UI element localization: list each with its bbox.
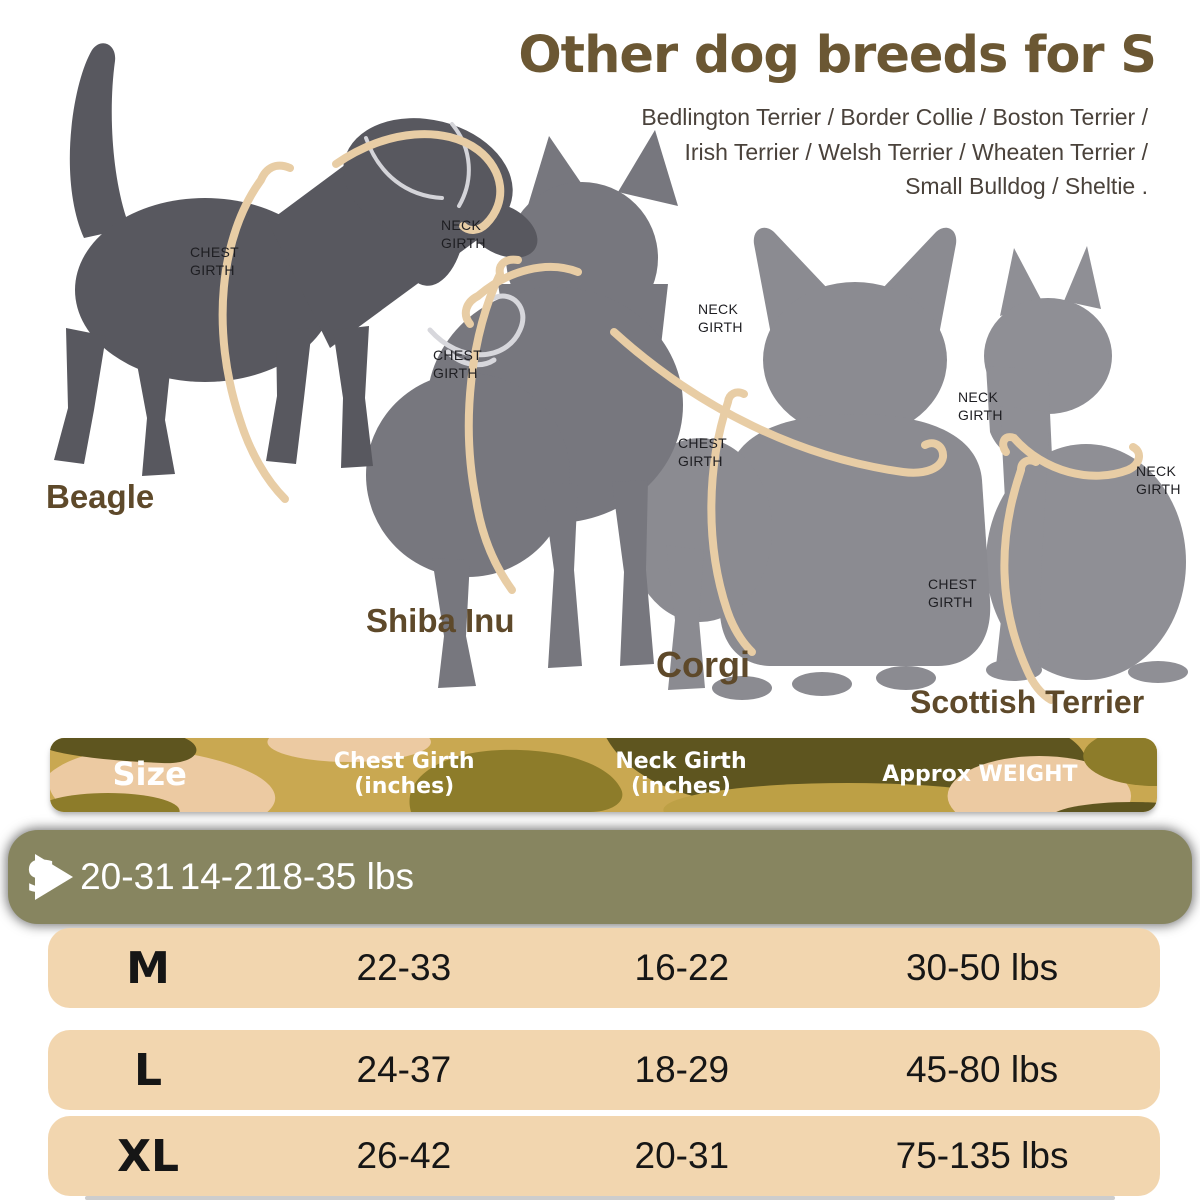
corgi-chest-girth-label: CHEST GIRTH xyxy=(678,435,727,470)
table-header: Size Chest Girth (inches) Neck Girth (in… xyxy=(50,738,1157,812)
measuring-tape-lines xyxy=(218,130,1143,704)
cell-chest: 22-33 xyxy=(356,947,452,988)
shiba-neck-tape xyxy=(461,262,582,328)
camouflage-background xyxy=(50,738,1157,812)
breed-note-line: Irish Terrier / Welsh Terrier / Wheaten … xyxy=(684,138,1148,165)
table-row-size-xl: XL 26-42 20-31 75-135 lbs xyxy=(48,1116,1160,1196)
cropped-next-row-edge xyxy=(85,1196,1115,1200)
breed-note-line: Bedlington Terrier / Border Collie / Bos… xyxy=(641,104,1148,130)
column-header-size: Size xyxy=(112,755,187,794)
column-header-neck: Neck Girth (inches) xyxy=(615,749,747,799)
dog-silhouettes-illustration xyxy=(54,43,1188,704)
column-header-weight: Approx WEIGHT xyxy=(882,761,1078,787)
beagle-chest-tape xyxy=(218,161,294,503)
corgi-silhouette xyxy=(628,227,991,700)
beagle-neck-girth-label: NECK GIRTH xyxy=(441,217,486,252)
corgi-neck-girth-label: NECK GIRTH xyxy=(958,389,1003,424)
cell-size: S xyxy=(25,851,58,903)
breed-note: Bedlington Terrier / Border Collie / Bos… xyxy=(641,100,1148,204)
cell-size: M xyxy=(126,942,170,994)
table-header-row: Size Chest Girth (inches) Neck Girth (in… xyxy=(50,738,1157,812)
cell-weight: 18-35 lbs xyxy=(261,856,414,897)
cell-neck: 18-29 xyxy=(634,1049,730,1090)
page-title: Other dog breeds for S xyxy=(518,26,1157,85)
table-row-size-s: S 20-31 14-21 18-35 lbs xyxy=(8,830,1192,924)
corgi-chest-tape xyxy=(707,388,756,656)
cell-neck: 16-22 xyxy=(634,947,730,988)
cell-neck: 14-21 xyxy=(179,856,275,897)
cell-size: L xyxy=(134,1044,163,1096)
cell-weight: 75-135 lbs xyxy=(895,1135,1069,1176)
selected-size-marker-icon xyxy=(35,854,73,900)
shiba-chest-girth-label: CHEST GIRTH xyxy=(433,347,482,382)
column-header-chest: Chest Girth (inches) xyxy=(333,749,475,799)
breed-note-line: Small Bulldog / Sheltie . xyxy=(905,173,1148,199)
cell-weight: 45-80 lbs xyxy=(905,1049,1059,1090)
beagle-chest-girth-label: CHEST GIRTH xyxy=(190,244,239,279)
table-row-size-m: M 22-33 16-22 30-50 lbs xyxy=(48,928,1160,1008)
corgi-neck-tape xyxy=(610,328,948,477)
scottie-neck-girth-label: NECK GIRTH xyxy=(1136,463,1181,498)
cell-size: XL xyxy=(117,1130,180,1182)
dog-name-scottish-terrier: Scottish Terrier xyxy=(910,684,1145,720)
beagle-neck-tape xyxy=(332,130,505,234)
cell-weight: 30-50 lbs xyxy=(905,947,1059,988)
cell-chest: 26-42 xyxy=(356,1135,452,1176)
scottie-chest-tape xyxy=(1000,456,1055,704)
dog-name-beagle: Beagle xyxy=(46,478,155,515)
cell-chest: 20-31 xyxy=(80,856,175,897)
cell-chest: 24-37 xyxy=(356,1049,452,1090)
dog-name-corgi: Corgi xyxy=(656,644,750,685)
shiba-chest-tape xyxy=(464,255,522,594)
dog-name-shiba-inu: Shiba Inu xyxy=(366,602,515,639)
shiba-inu-silhouette xyxy=(366,130,683,688)
scottie-chest-girth-label: CHEST GIRTH xyxy=(928,576,977,611)
cell-neck: 20-31 xyxy=(634,1135,730,1176)
scottie-neck-tape xyxy=(999,433,1143,480)
shiba-neck-girth-label: NECK GIRTH xyxy=(698,301,743,336)
table-row-size-l: L 24-37 18-29 45-80 lbs xyxy=(48,1030,1160,1110)
